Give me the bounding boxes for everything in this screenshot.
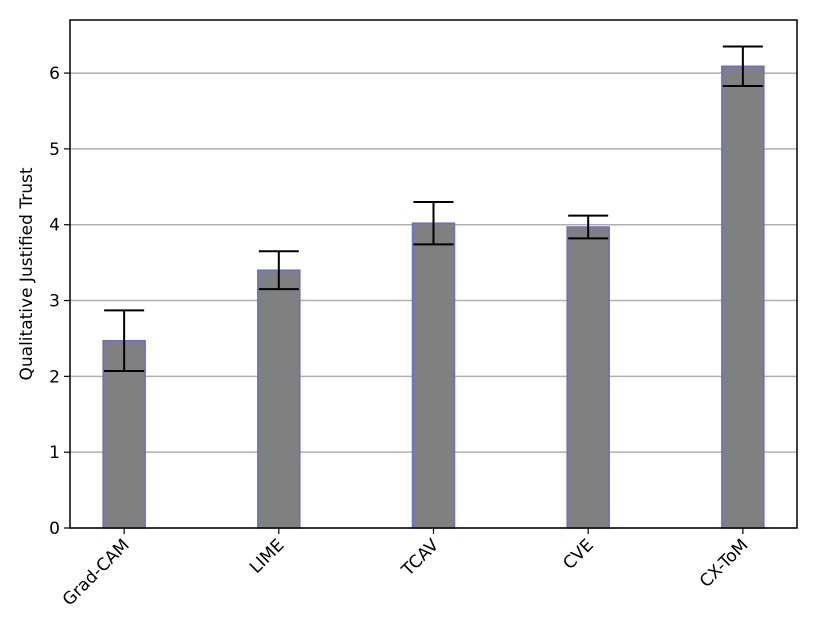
x-tick-label: Grad-CAM: [59, 535, 134, 610]
bar: [411, 222, 456, 529]
y-tick-label: 4: [49, 216, 60, 236]
y-tick-label: 0: [49, 519, 60, 539]
y-axis-label: Qualitative Justified Trust: [17, 167, 37, 380]
x-tick-label: LIME: [246, 535, 288, 577]
x-tick-label: CX-ToM: [696, 535, 752, 591]
y-tick-label: 1: [49, 443, 60, 463]
x-tick-label: TCAV: [397, 535, 443, 581]
bar: [721, 65, 765, 529]
bar: [257, 269, 301, 529]
y-tick-label: 2: [49, 367, 60, 387]
y-tick-label: 3: [49, 292, 60, 312]
plot-frame: [69, 19, 798, 529]
y-tick-label: 6: [49, 64, 60, 84]
bar: [566, 226, 610, 529]
y-tick-label: 5: [49, 140, 60, 160]
x-tick-label: CVE: [559, 535, 597, 573]
